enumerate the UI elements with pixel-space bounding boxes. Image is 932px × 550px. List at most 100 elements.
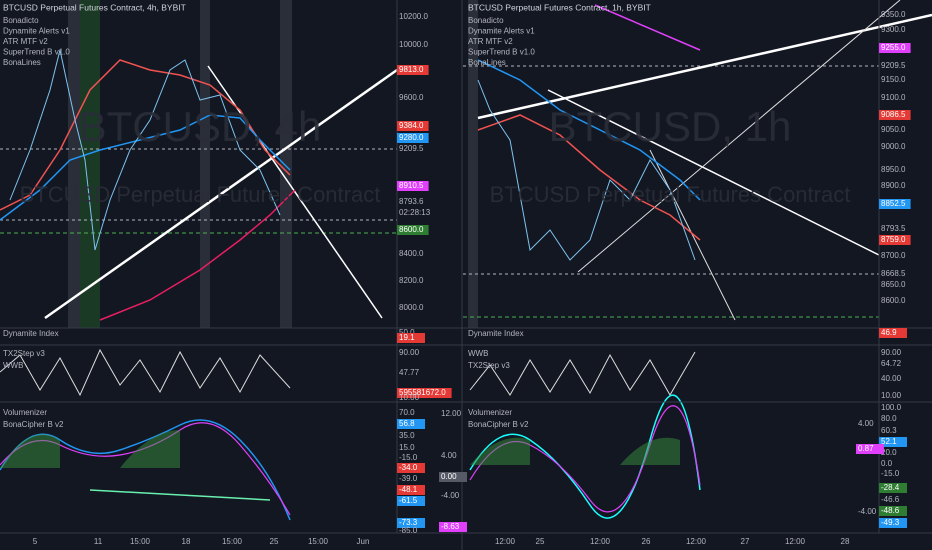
price-label: 9150.0	[881, 75, 906, 84]
price-label: -15.0	[399, 453, 418, 462]
price-badge	[397, 181, 429, 191]
time-label: 27	[741, 537, 750, 546]
price-label: 8793.5	[881, 224, 906, 233]
price-label: 0.87	[858, 444, 874, 453]
price-label: 8000.0	[399, 303, 424, 312]
pane-label: Dynamite Index	[468, 329, 524, 338]
price-label: 90.00	[881, 348, 902, 357]
ma-line	[99, 189, 296, 321]
price-badge	[879, 110, 911, 120]
indicator-label: SuperTrend B v1.0	[468, 48, 535, 57]
price-label: 9813.0	[399, 65, 424, 74]
time-label: 25	[270, 537, 279, 546]
time-label: 15:00	[308, 537, 329, 546]
price-label: 9209.5	[881, 61, 906, 70]
price-label: 9255.0	[881, 43, 906, 52]
price-label: 15.0	[399, 443, 415, 452]
price-label: 9209.5	[399, 144, 424, 153]
indicator-label: Bonadicto	[468, 16, 504, 25]
time-label: 26	[642, 537, 651, 546]
pane-label: WWB	[3, 361, 23, 370]
watermark-name: BTCUSD Perpetual Futures Contract	[20, 182, 381, 207]
pane-label: TX2Step v3	[3, 349, 45, 358]
money-flow	[470, 437, 680, 465]
price-label: 9280.0	[399, 133, 424, 142]
trend-line	[477, 13, 932, 120]
price-label: -15.0	[881, 469, 900, 478]
time-label: 28	[841, 537, 850, 546]
price-label: 8400.0	[399, 249, 424, 258]
time-label: 11	[94, 537, 103, 546]
price-label: 02:28:13	[399, 208, 431, 217]
price-label: 9384.0	[399, 121, 424, 130]
price-badge	[397, 333, 425, 343]
chart-title: BTCUSD Perpetual Futures Contract, 4h, B…	[3, 2, 186, 12]
price-label: -8.63	[441, 522, 460, 531]
price-label: 90.00	[399, 348, 420, 357]
price-label: -34.0	[399, 463, 418, 472]
price-label: 9050.0	[881, 125, 906, 134]
price-badge	[397, 518, 425, 528]
trend-line	[44, 68, 398, 320]
time-label: 12:00	[495, 537, 516, 546]
indicator-label: ATR MTF v2	[468, 37, 513, 46]
time-label: 15:00	[130, 537, 151, 546]
oscillator	[469, 351, 696, 397]
price-badge	[397, 133, 429, 143]
price-badge	[856, 444, 884, 454]
price-label: 52.1	[881, 437, 897, 446]
price-badge	[879, 506, 907, 516]
trend-line	[547, 89, 880, 256]
price-label: 50.0	[399, 328, 415, 337]
session-stripe	[68, 0, 80, 328]
price-label: -4.00	[858, 507, 877, 516]
watermark: BTCUSD, 1h	[549, 103, 792, 150]
price-badge	[879, 437, 907, 447]
price-badge	[397, 388, 452, 398]
price-label: 9600.0	[399, 93, 424, 102]
price-label: -28.4	[881, 483, 900, 492]
price-label: 12.00	[441, 409, 462, 418]
price-label: -85.0	[399, 526, 418, 535]
divergence-line	[89, 489, 271, 501]
price-path	[9, 49, 281, 251]
indicator-label: BonaLines	[3, 58, 41, 67]
time-label: Jun	[357, 537, 370, 546]
price-badge	[397, 225, 429, 235]
watermark: BTCUSD, 4h	[79, 103, 322, 150]
price-label: 80.0	[881, 414, 897, 423]
price-label: 40.00	[881, 374, 902, 383]
price-badge	[397, 496, 425, 506]
price-label: 9100.0	[881, 93, 906, 102]
price-label: 9350.0	[881, 10, 906, 19]
price-label: 8759.0	[881, 235, 906, 244]
price-label: 9000.0	[881, 142, 906, 151]
price-label: 8200.0	[399, 276, 424, 285]
time-label: 12:00	[590, 537, 611, 546]
price-badge	[397, 463, 425, 473]
price-label: 35.0	[399, 431, 415, 440]
price-badge	[879, 199, 911, 209]
price-label: 60.3	[881, 426, 897, 435]
price-label: 0.00	[441, 472, 457, 481]
price-label: 10000.0	[399, 40, 428, 49]
session-stripe	[80, 0, 100, 328]
price-label: -39.0	[399, 474, 418, 483]
price-label: 46.9	[881, 328, 897, 337]
pane-label: Volumenizer	[468, 408, 512, 417]
price-label: 47.77	[399, 368, 420, 377]
pane-label: BonaCipher B v2	[3, 420, 64, 429]
right-decor	[463, 0, 932, 519]
ma-line	[477, 114, 701, 241]
price-path	[477, 79, 696, 261]
session-stripe	[280, 0, 292, 328]
price-label: 56.8	[399, 419, 415, 428]
chart-title: BTCUSD Perpetual Futures Contract, 1h, B…	[468, 2, 651, 12]
indicator-label: SuperTrend B v1.0	[3, 48, 70, 57]
price-label: 19.1	[399, 333, 415, 342]
price-badge	[879, 235, 911, 245]
price-badge	[879, 518, 907, 528]
time-label: 15:00	[222, 537, 243, 546]
price-label: 9086.5	[881, 110, 906, 119]
price-label: 8650.0	[881, 280, 906, 289]
